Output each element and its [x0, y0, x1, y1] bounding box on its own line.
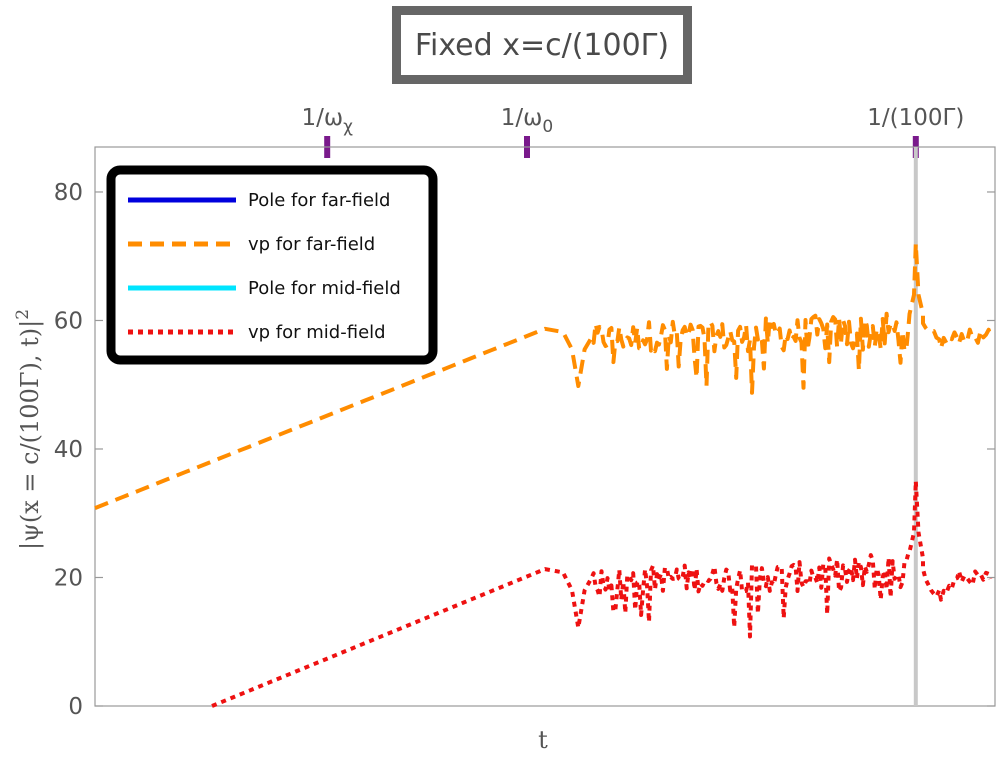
y-tick-label: 20 [54, 565, 83, 591]
y-axis-label-exponent: 2 [13, 309, 33, 320]
plot-frame [94, 146, 996, 707]
chart-title-box: Fixed x=c/(100Γ) [392, 6, 692, 84]
y-tick-label: 0 [68, 694, 83, 720]
y-axis-ticks: 0 20 40 60 80 [54, 180, 995, 720]
legend-box [106, 165, 438, 365]
legend-label-1: vp for far-field [248, 234, 375, 255]
top-tick-label-main: 1/(100Γ) [867, 105, 964, 131]
y-tick-label: 80 [54, 180, 83, 206]
legend: Pole for far-field vp for far-field Pole f… [106, 165, 438, 365]
chart-title: Fixed x=c/(100Γ) [414, 27, 670, 63]
y-axis-label-main: |ψ(x = c/(100Γ), t)| [16, 320, 45, 550]
legend-label-2: Pole for mid-field [248, 278, 401, 299]
top-tick-label-subscript: 0 [542, 117, 553, 137]
series-line-3 [211, 479, 993, 708]
legend-label-3: vp for mid-field [248, 322, 386, 343]
y-tick-label: 40 [54, 437, 83, 463]
top-axis-ticks: 1/ωχ 1/ω0 1/(100Γ) [301, 105, 964, 158]
top-tick-label-main: 1/ω [501, 105, 543, 131]
x-axis-label: t [538, 726, 548, 754]
legend-label-0: Pole for far-field [248, 190, 390, 211]
top-tick-label: 1/ω0 [501, 105, 553, 137]
y-tick-label: 60 [54, 308, 83, 334]
top-tick-label-main: 1/ω [301, 105, 343, 131]
top-tick-label: 1/(100Γ) [867, 105, 964, 131]
y-axis-label: |ψ(x = c/(100Γ), t)|2 [13, 309, 45, 550]
series-line-1 [94, 241, 993, 510]
top-tick-label-subscript: χ [343, 117, 353, 137]
series-layer [94, 241, 993, 708]
top-tick-label: 1/ωχ [301, 105, 353, 137]
